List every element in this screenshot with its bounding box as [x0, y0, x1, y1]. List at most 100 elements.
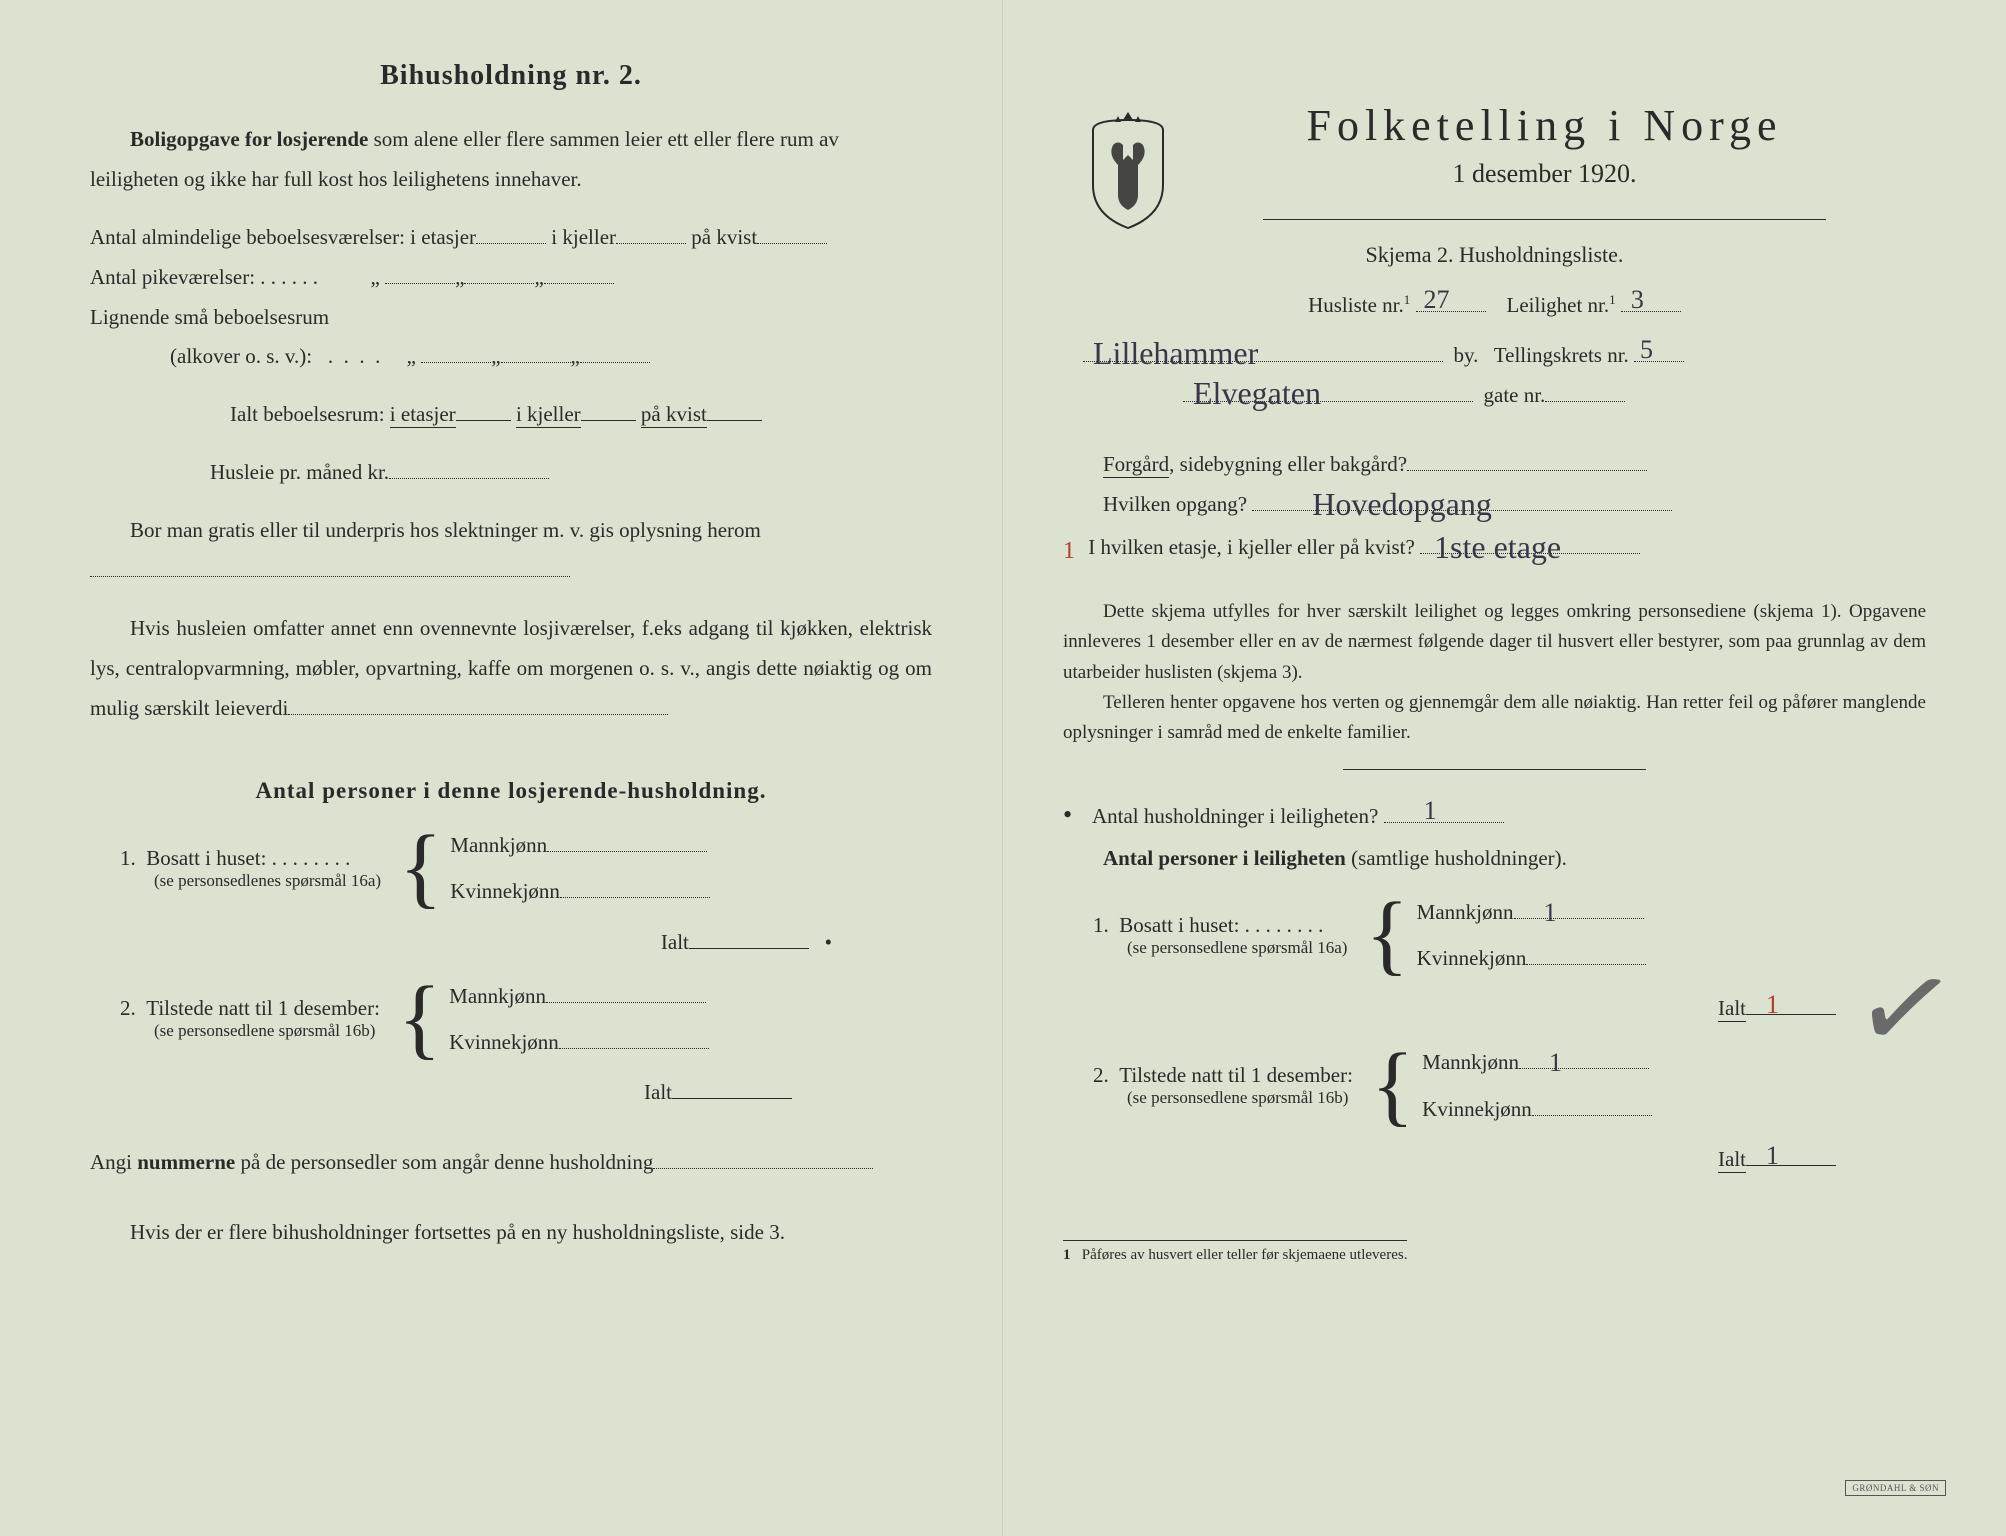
printer-stamp: GRØNDAHL & SØN: [1845, 1480, 1946, 1496]
r-q1-group: 1. Bosatt i huset: . . . . . . . . (se p…: [1093, 889, 1926, 981]
lbl: på kvist: [691, 225, 757, 249]
hush-val: 1: [1424, 786, 1437, 835]
lbl: Mannkjønn: [1417, 900, 1514, 924]
fn-mark: 1: [1063, 1247, 1071, 1263]
lbl: (samtlige husholdninger).: [1346, 846, 1567, 870]
gate-line: Elvegaten gate nr.: [1063, 376, 1926, 416]
lbl: i kjeller: [516, 402, 581, 428]
lbl: Mannkjønn: [1422, 1050, 1519, 1074]
lbl: på de personsedler som angår denne husho…: [235, 1150, 653, 1174]
lbl: Husliste nr.: [1308, 293, 1404, 317]
sup: 1: [1609, 292, 1616, 307]
lbl: Leilighet nr.: [1507, 293, 1610, 317]
lbl: I hvilken etasje, i kjeller eller på kvi…: [1088, 535, 1415, 559]
q2-sub: (se personsedlene spørsmål 16b): [1093, 1088, 1353, 1108]
lbl: Antal almindelige beboelsesværelser: i e…: [90, 225, 476, 249]
husliste-val: 27: [1424, 275, 1450, 324]
ialt-row: Ialt •: [90, 923, 932, 963]
etasje-line: 1 I hvilken etasje, i kjeller eller på k…: [1063, 525, 1926, 571]
lbl: Antal personer i leiligheten: [1103, 846, 1346, 870]
line-pike: Antal pikeværelser: . . . . . . „ „„: [90, 258, 932, 298]
lbl: Ialt: [661, 930, 689, 954]
antal-pers-line: Antal personer i leiligheten (samtlige h…: [1063, 839, 1926, 879]
lbl: Hvilken opgang?: [1103, 492, 1247, 516]
checkmark-icon: ✓: [1844, 932, 1967, 1086]
intro-bold: Boligopgave for losjerende: [130, 127, 368, 151]
skjema: Skjema 2. Husholdningsliste.: [1063, 234, 1926, 276]
r-ialt2: Ialt1: [1063, 1140, 1926, 1180]
lbl: , sidebygning eller bakgård?: [1169, 452, 1407, 476]
bracket-icon: {: [391, 822, 450, 914]
bracket-icon: {: [1363, 1039, 1422, 1131]
footnote-block: 1 Påføres av husvert eller teller før sk…: [1063, 1210, 1926, 1264]
lbl: gate nr.: [1484, 383, 1546, 407]
lbl: Ialt: [644, 1080, 672, 1104]
q1-sub: (se personsedlene spørsmål 16a): [1093, 938, 1347, 958]
val: 1: [1544, 884, 1557, 941]
forgard-line: Forgård, sidebygning eller bakgård?: [1063, 445, 1926, 485]
lbl: i kjeller: [551, 225, 616, 249]
coat-of-arms-icon: [1083, 110, 1173, 230]
ialt-row2: Ialt: [90, 1073, 932, 1113]
date: 1 desember 1920.: [1163, 159, 1926, 189]
flere-line: Hvis der er flere bihusholdninger fortse…: [90, 1213, 932, 1253]
lbl: Kvinnekjønn: [450, 879, 560, 903]
lbl: Tellingskrets nr.: [1494, 343, 1629, 367]
lbl: Bor man gratis eller til underpris hos s…: [130, 518, 761, 542]
lbl: Kvinnekjønn: [1422, 1097, 1532, 1121]
lbl: Antal pikeværelser:: [90, 265, 255, 289]
lbl: på kvist: [641, 402, 707, 428]
q2: Tilstede natt til 1 desember:: [1119, 1063, 1353, 1087]
line-beboelse: Antal almindelige beboelsesværelser: i e…: [90, 218, 932, 258]
r-q2-group: 2. Tilstede natt til 1 desember: (se per…: [1093, 1039, 1926, 1131]
left-page: Bihusholdning nr. 2. Boligopgave for los…: [0, 0, 1003, 1536]
lbl: Antal husholdninger i leiligheten?: [1092, 804, 1378, 828]
section2-title: Antal personer i denne losjerende-hushol…: [90, 769, 932, 813]
lbl: Forgård: [1103, 452, 1169, 478]
lbl: Ialt: [1718, 1147, 1746, 1173]
line-lignende: Lignende små beboelsesrum: [90, 298, 932, 338]
lbl: by.: [1454, 343, 1479, 367]
val: 1: [1766, 1131, 1779, 1180]
red-mark: 1: [1063, 538, 1075, 564]
q1: Bosatt i huset:: [146, 846, 266, 870]
lbl: Angi: [90, 1150, 137, 1174]
title-block: Folketelling i Norge 1 desember 1920.: [1163, 100, 1926, 189]
left-title: Bihusholdning nr. 2.: [90, 60, 932, 92]
r-ialt1: Ialt1: [1063, 989, 1926, 1029]
main-title: Folketelling i Norge: [1163, 100, 1926, 151]
q2: Tilstede natt til 1 desember:: [146, 996, 380, 1020]
gate-val: Elvegaten: [1193, 363, 1321, 424]
sup: 1: [1404, 292, 1411, 307]
lbl: Ialt: [1718, 996, 1746, 1022]
line-bor: Bor man gratis eller til underpris hos s…: [90, 511, 932, 591]
q1: Bosatt i huset:: [1119, 913, 1239, 937]
krets-val: 5: [1640, 325, 1653, 374]
q2-sub: (se personsedlene spørsmål 16b): [120, 1021, 380, 1041]
lbl: Mannkjønn: [449, 984, 546, 1008]
leilighet-val: 3: [1631, 275, 1644, 324]
etasje-val: 1ste etage: [1434, 517, 1561, 578]
right-page: Folketelling i Norge 1 desember 1920. Sk…: [1003, 0, 2006, 1536]
q1-sub: (se personsedlenes spørsmål 16a): [120, 871, 381, 891]
val: 1: [1549, 1034, 1562, 1091]
antal-hush-line: • Antal husholdninger i leiligheten? 1: [1063, 790, 1926, 839]
dette-para: Dette skjema utfylles for hver særskilt …: [1063, 597, 1926, 688]
lbl: (alkover o. s. v.):: [170, 344, 312, 368]
lbl: Kvinnekjønn: [449, 1030, 559, 1054]
line-husleie: Husleie pr. måned kr.: [90, 453, 932, 493]
lbl: Lignende små beboelsesrum: [90, 305, 329, 329]
line-ialt-rum: Ialt beboelsesrum: i etasjer i kjeller p…: [90, 395, 932, 435]
lbl: Kvinnekjønn: [1417, 946, 1527, 970]
line-hvis: Hvis husleien omfatter annet enn ovennev…: [90, 609, 932, 729]
line-alkover: (alkover o. s. v.): . . . . „ „„: [90, 337, 932, 377]
telleren-para: Telleren henter opgavene hos verten og g…: [1063, 688, 1926, 749]
lbl: Husleie pr. måned kr.: [210, 460, 389, 484]
lbl: Mannkjønn: [450, 833, 547, 857]
intro-paragraph: Boligopgave for losjerende som alene ell…: [90, 120, 932, 200]
q1-group: 1. Bosatt i huset: . . . . . . . . (se p…: [120, 822, 932, 914]
lbl: i etasjer: [390, 402, 456, 428]
husliste-line: Husliste nr.1 27 Leilighet nr.1 3: [1063, 286, 1926, 326]
lbl: nummerne: [137, 1150, 235, 1174]
bracket-icon: {: [1357, 889, 1416, 981]
